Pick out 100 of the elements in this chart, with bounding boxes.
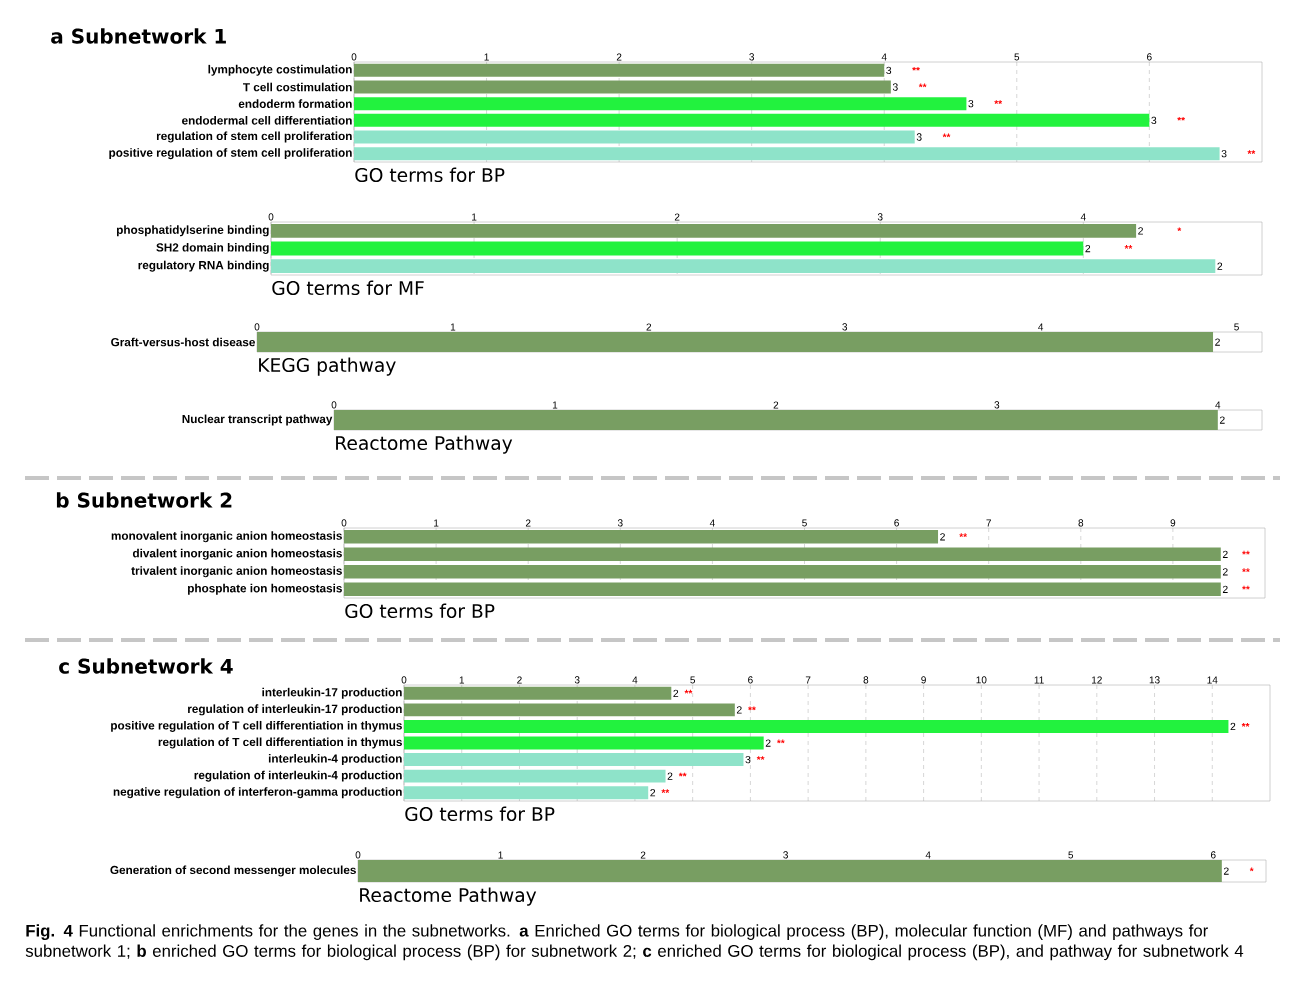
annotation: ** [1242,568,1250,573]
y-tick-label: regulatory RNA binding [138,260,269,272]
x-tick-label: 4 [1038,323,1044,331]
x-tick-label: 8 [1078,519,1084,527]
annotation: ** [1247,150,1256,154]
bar [354,130,915,144]
text: Fig. 4 Functional enrichments for the genes in the subnetworks. a Enriched GO terms for biological process (BP), molecular function (MF) and pathways for subnetwork 1; b enriched GO terms for biological process (BP) for subnetwork 2; c enriched GO terms for biological process (BP), and pathway for subnetwork 4 [25,924,1244,961]
annotation: 2 [1085,244,1091,253]
x-tick-label: 4 [1215,401,1221,409]
x-tick-label: 0 [355,851,361,859]
bar [271,259,1216,274]
x-tick-label: 11 [1034,676,1044,684]
bar [404,753,744,767]
x-tick-label: 1 [484,53,489,61]
annotation: 2 [1230,722,1236,731]
annotation: ** [918,83,927,88]
x-axis-title: GO terms for BP [405,806,555,822]
text: b Subnetwork 2 [56,492,232,508]
x-tick-label: 5 [690,676,696,684]
annotation: * [1249,867,1254,872]
x-tick-label: 2 [616,53,622,61]
annotation: 2 [736,706,742,714]
text: c Subnetwork 4 [59,658,233,674]
x-tick-label: 9 [1170,519,1176,527]
annotation: ** [942,133,951,138]
y-tick-label: positive regulation of stem cell proliferation [109,148,352,160]
annotation: 2 [673,689,679,697]
x-tick-label: 2 [517,676,522,684]
x-tick-label: 5 [1234,323,1239,331]
y-tick-label: monovalent inorganic anion homeostasis [111,531,342,543]
x-tick-label: 1 [450,323,456,331]
x-tick-label: 3 [617,519,623,527]
x-tick-label: 0 [254,323,260,331]
bar [354,80,891,94]
bar [404,719,1229,733]
annotation: ** [959,533,968,538]
bar [354,97,967,111]
annotation: 2 [1215,338,1220,346]
y-tick-label: interleukin-4 production [268,754,402,766]
bar [354,147,1220,161]
bar [271,241,1084,256]
x-tick-label: 3 [842,323,848,331]
annotation: ** [748,706,756,711]
y-tick-label: positive regulation of T cell differentiation in thymus [111,720,402,732]
annotation: ** [1124,245,1133,249]
x-axis-title: Reactome Pathway [336,435,513,454]
annotation: 2 [1138,227,1143,235]
x-tick-label: 1 [459,676,465,684]
x-tick-label: 4 [881,53,887,61]
annotation: * [1177,227,1182,232]
x-tick-label: 14 [1207,676,1218,684]
x-tick-label: 4 [1080,213,1086,221]
x-tick-label: 2 [525,519,531,527]
annotation: ** [1241,723,1250,727]
annotation: 2 [1222,585,1228,593]
annotation: ** [1242,550,1250,555]
bar [354,63,885,77]
annotation: 2 [1223,867,1229,875]
text: a Subnetwork 1 [51,28,226,44]
y-tick-label: Generation of second messenger molecules [110,865,356,877]
x-tick-label: 1 [552,401,558,409]
x-tick-label: 6 [894,519,899,527]
annotation: 3 [916,133,922,141]
annotation: 2 [1219,416,1225,424]
annotation: ** [912,66,920,71]
annotation: 2 [1222,568,1228,576]
x-tick-label: 7 [805,676,811,684]
y-tick-label: Graft-versus-host disease [111,337,255,347]
y-tick-label: trivalent inorganic anion homeostasis [131,566,342,578]
annotation: ** [678,772,687,777]
y-tick-label: regulation of T cell differentiation in thymus [158,737,402,749]
x-tick-label: 6 [748,676,753,684]
bar [404,786,649,800]
annotation: 2 [1217,262,1223,270]
x-tick-label: 6 [1210,851,1216,859]
annotation: ** [684,689,693,694]
x-tick-label: 1 [472,213,477,221]
x-tick-label: 4 [709,519,715,527]
y-tick-label: regulation of interleukin-4 production [194,770,402,782]
y-tick-label: SH2 domain binding [156,243,269,255]
y-tick-label: lymphocyte costimulation [208,64,352,76]
x-tick-label: 5 [1014,53,1020,61]
annotation: 3 [745,755,751,764]
y-tick-label: interleukin-17 production [262,687,402,699]
y-tick-label: endoderm formation [238,99,352,108]
x-tick-label: 7 [986,519,991,527]
x-tick-label: 12 [1091,676,1102,684]
y-tick-label: phosphate ion homeostasis [188,583,342,595]
annotation: 2 [1222,550,1228,558]
y-tick-label: Nuclear transcript pathway [182,414,333,426]
annotation: 2 [667,772,673,780]
x-tick-label: 4 [632,676,638,684]
bar [404,769,666,783]
x-tick-label: 3 [877,213,883,221]
y-tick-label: regulation of interleukin-17 production [188,704,402,716]
annotation: ** [1242,585,1250,590]
x-tick-label: 2 [646,323,652,331]
x-tick-label: 3 [574,676,580,684]
annotation: 3 [968,100,974,108]
x-tick-label: 10 [976,676,987,684]
